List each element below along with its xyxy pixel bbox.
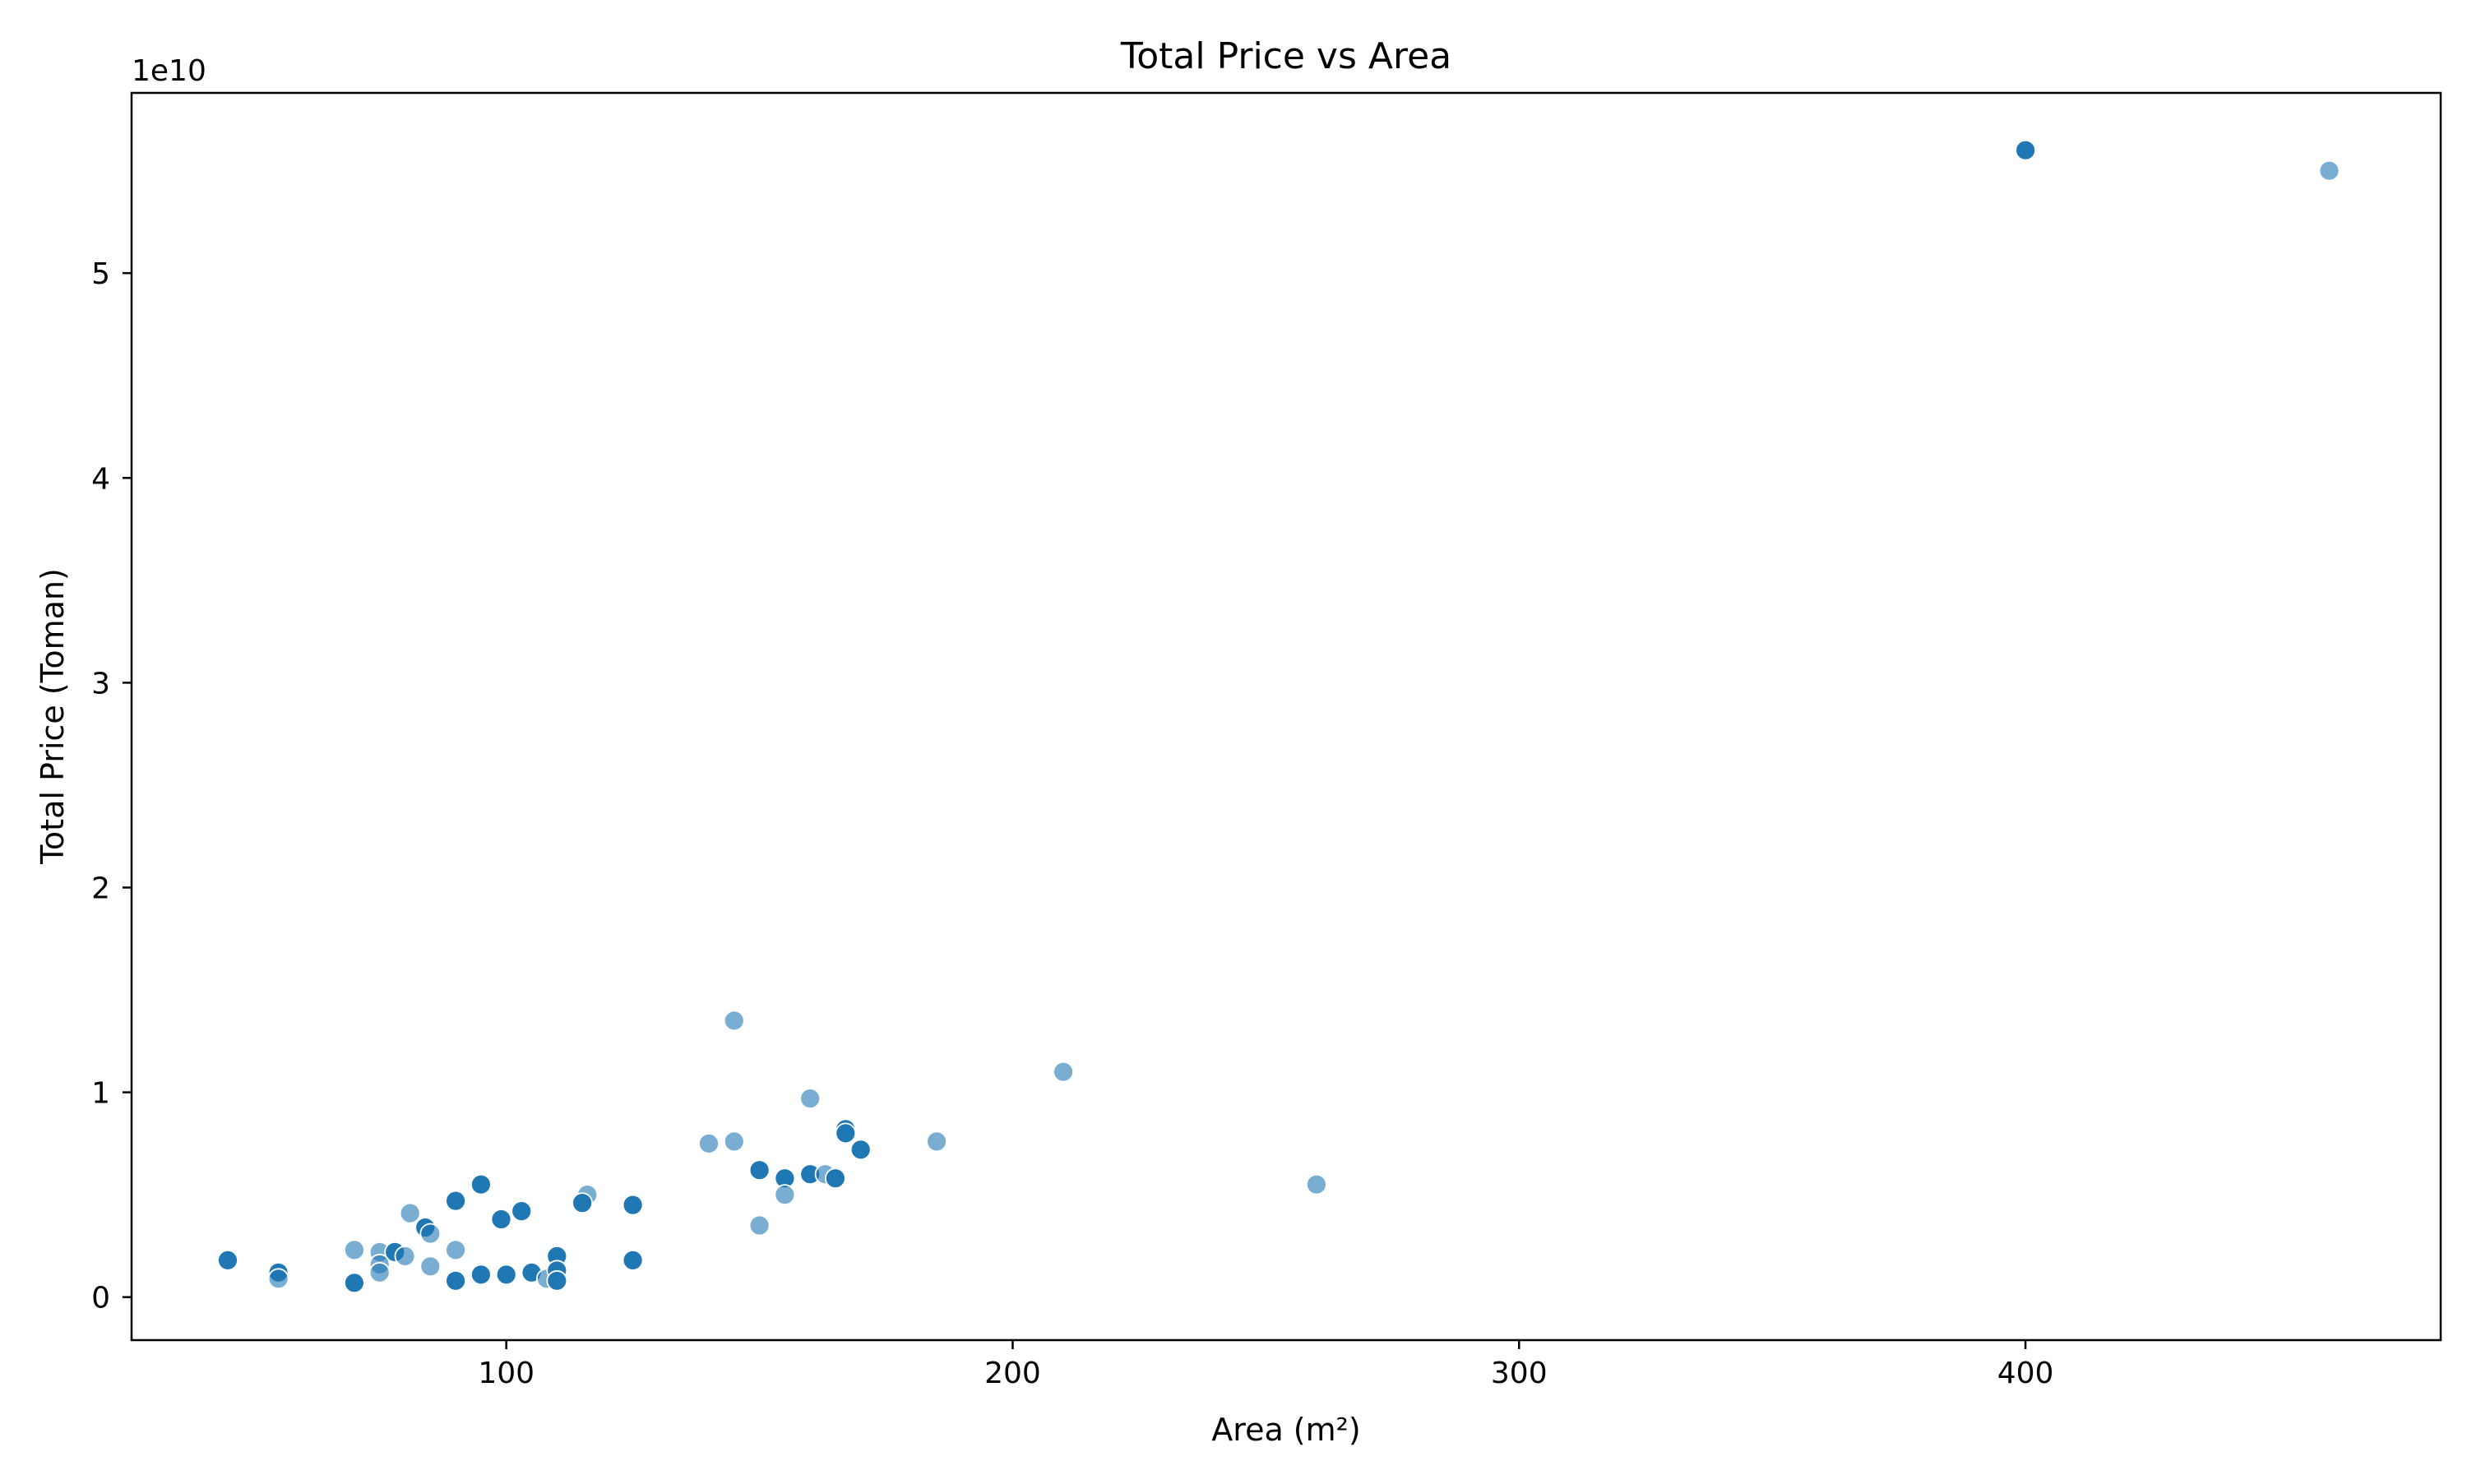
scatter-point <box>445 1239 466 1261</box>
x-tick-label: 400 <box>1997 1357 2054 1390</box>
scatter-point <box>835 1122 857 1144</box>
scatter-point <box>774 1184 796 1205</box>
scatter-point <box>470 1264 492 1286</box>
y-tick-label: 2 <box>91 871 110 905</box>
scatter-point <box>825 1167 846 1190</box>
y-tick-label: 1 <box>91 1077 110 1111</box>
y-tick-label: 0 <box>91 1282 110 1315</box>
scatter-point <box>343 1239 365 1261</box>
plot-frame <box>130 91 2442 1342</box>
scatter-point <box>622 1194 644 1216</box>
scatter-point <box>419 1255 442 1278</box>
y-tick-label: 5 <box>91 257 110 291</box>
scatter-point <box>399 1202 421 1224</box>
scatter-point <box>546 1269 568 1292</box>
y-axis: 0 1 2 3 4 5 <box>91 257 132 1315</box>
scatter-point <box>470 1173 492 1195</box>
x-tick-label: 300 <box>1491 1357 1548 1390</box>
y-tick-label: 4 <box>91 462 110 496</box>
y-offset-label: 1e10 <box>132 54 206 88</box>
scatter-point <box>926 1130 947 1153</box>
scatter-point <box>1306 1173 1327 1195</box>
x-axis-label: Area (m²) <box>1211 1412 1360 1448</box>
x-tick-label: 200 <box>984 1357 1041 1390</box>
scatter-point <box>2318 159 2340 182</box>
scatter-point <box>445 1190 466 1212</box>
scatter-point <box>572 1192 593 1214</box>
scatter-point <box>1053 1061 1074 1083</box>
scatter-point <box>445 1269 466 1292</box>
scatter-point <box>495 1264 517 1286</box>
scatter-point <box>343 1272 365 1294</box>
y-tick-label: 3 <box>91 667 110 700</box>
x-tick-label: 100 <box>478 1357 535 1390</box>
scatter-point <box>849 1139 872 1161</box>
scatter-point <box>723 1130 745 1153</box>
marker-layer <box>217 139 2340 1294</box>
scatter-point <box>2015 139 2037 161</box>
scatter-point <box>748 1159 771 1181</box>
x-axis: 100 200 300 400 <box>478 1340 2053 1390</box>
scatter-point <box>698 1133 720 1154</box>
scatter-point <box>217 1250 238 1271</box>
scatter-point <box>267 1268 289 1290</box>
scatter-point <box>490 1209 512 1230</box>
scatter-point <box>799 1088 822 1109</box>
scatter-point <box>723 1010 745 1032</box>
scatter-point <box>394 1246 416 1267</box>
scatter-point <box>368 1261 391 1283</box>
chart-title: Total Price vs Area <box>1120 35 1451 77</box>
scatter-point <box>622 1250 644 1271</box>
scatter-point <box>511 1200 533 1222</box>
scatter-point <box>748 1214 771 1237</box>
scatter-point <box>419 1223 442 1245</box>
y-axis-label: Total Price (Toman) <box>35 568 71 865</box>
